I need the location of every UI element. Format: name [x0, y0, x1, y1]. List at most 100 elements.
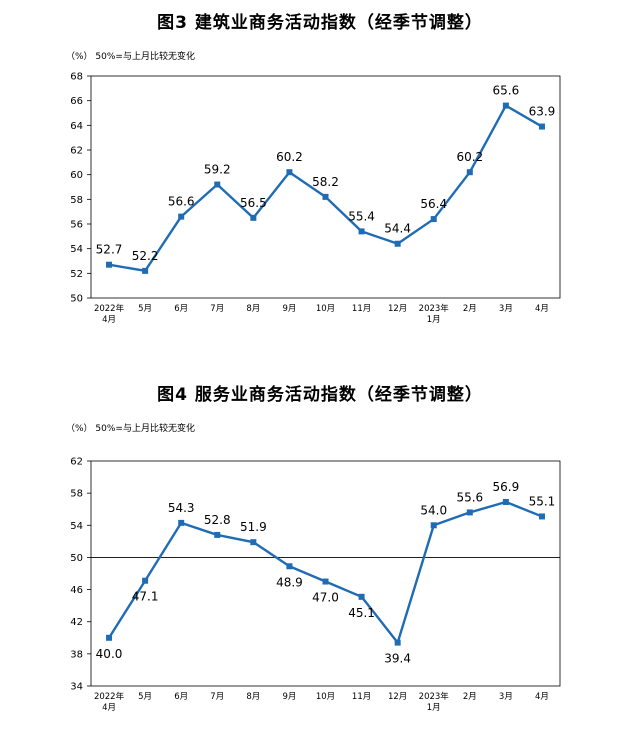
y-tick-label: 58 — [70, 489, 83, 500]
x-tick-label: 7月 — [210, 692, 224, 702]
data-point — [466, 509, 473, 516]
data-point — [502, 102, 509, 109]
x-tick-label: 4月 — [535, 692, 549, 702]
data-label: 60.2 — [456, 150, 483, 164]
x-tick-label: 2月 — [463, 304, 477, 314]
unit-note: （%） 50%=与上月比较无变化 — [66, 52, 195, 62]
chart-panel-construction: 图3 建筑业商务活动指数（经季节调整） （%） 50%=与上月比较无变化 50 5… — [66, 13, 561, 325]
data-label: 52.7 — [96, 243, 123, 257]
x-tick-label: 12月 — [388, 304, 407, 314]
x-tick-label: 10月 — [316, 304, 335, 314]
data-label: 63.9 — [529, 105, 556, 119]
y-tick-label: 52 — [70, 269, 83, 280]
x-tick-label: 2月 — [463, 692, 477, 702]
x-tick-label: 5月 — [138, 304, 152, 314]
data-label: 51.9 — [240, 520, 267, 534]
data-point — [214, 181, 221, 188]
data-label: 48.9 — [276, 575, 303, 589]
data-label: 39.4 — [384, 652, 411, 666]
data-point — [394, 240, 401, 247]
data-label: 47.0 — [312, 591, 339, 605]
data-label: 52.8 — [204, 513, 231, 527]
data-point — [538, 513, 545, 520]
data-point — [502, 498, 509, 505]
data-label: 56.4 — [420, 197, 447, 211]
x-tick-label: 2022年 — [94, 691, 125, 702]
x-tick-label: 3月 — [499, 304, 513, 314]
y-tick-label: 34 — [70, 682, 83, 693]
x-tick-label: 6月 — [174, 304, 188, 314]
y-tick-label: 60 — [70, 170, 83, 181]
x-tick-label: 1月 — [427, 703, 441, 713]
plot-frame — [90, 75, 561, 299]
y-tick-label: 62 — [70, 457, 83, 468]
data-point — [430, 522, 437, 529]
data-point — [286, 563, 293, 570]
data-point — [538, 123, 545, 130]
x-tick-label: 3月 — [499, 692, 513, 702]
x-tick-label: 6月 — [174, 692, 188, 702]
data-point — [106, 261, 113, 268]
series-line — [108, 500, 543, 644]
y-tick-label: 56 — [70, 220, 83, 231]
data-point — [142, 267, 149, 274]
data-point — [358, 228, 365, 235]
y-tick-label: 50 — [70, 553, 83, 564]
data-point — [250, 539, 257, 546]
y-tick-label: 54 — [70, 244, 83, 255]
data-label: 54.3 — [168, 501, 195, 515]
data-label: 54.0 — [420, 503, 447, 517]
data-point — [358, 593, 365, 600]
data-label: 56.6 — [168, 195, 195, 209]
x-tick-label: 12月 — [388, 692, 407, 702]
y-tick-label: 66 — [70, 96, 83, 107]
data-label: 55.6 — [456, 490, 483, 504]
plot-frame — [90, 460, 561, 687]
x-tick-label: 11月 — [352, 304, 371, 314]
y-tick-label: 54 — [70, 521, 83, 532]
data-point — [214, 531, 221, 538]
data-label: 47.1 — [132, 590, 159, 604]
data-point — [430, 216, 437, 223]
y-tick-label: 50 — [70, 294, 83, 305]
x-tick-label: 11月 — [352, 692, 371, 702]
data-label: 52.2 — [132, 249, 159, 263]
y-tick-label: 38 — [70, 649, 83, 660]
data-point — [394, 639, 401, 646]
data-point — [178, 519, 185, 526]
chart-panel-services: 图4 服务业商务活动指数（经季节调整） （%） 50%=与上月比较无变化 34 3… — [0, 372, 640, 743]
data-label: 58.2 — [312, 175, 339, 189]
data-label: 56.9 — [493, 480, 520, 494]
x-tick-label: 2023年 — [419, 303, 450, 314]
data-label: 40.0 — [96, 647, 123, 661]
y-tick-label: 64 — [70, 121, 83, 132]
x-tick-label: 4月 — [535, 304, 549, 314]
data-label: 60.2 — [276, 150, 303, 164]
x-tick-label: 8月 — [246, 304, 260, 314]
data-point — [250, 214, 257, 221]
data-label: 56.5 — [240, 196, 267, 210]
y-tick-label: 62 — [70, 146, 83, 157]
x-tick-label: 1月 — [427, 315, 441, 325]
data-point — [322, 578, 329, 585]
data-point — [178, 213, 185, 220]
data-label: 59.2 — [204, 163, 231, 177]
y-tick-label: 42 — [70, 617, 83, 628]
x-tick-label: 9月 — [282, 692, 296, 702]
x-tick-label: 5月 — [138, 692, 152, 702]
x-tick-label: 2022年 — [94, 303, 125, 314]
data-point — [286, 169, 293, 176]
x-tick-label: 2023年 — [419, 691, 450, 702]
data-label: 55.4 — [348, 209, 375, 223]
data-point — [142, 577, 149, 584]
data-label: 65.6 — [493, 84, 520, 98]
y-tick-label: 68 — [70, 72, 83, 83]
data-point — [466, 169, 473, 176]
chart-title: 图3 建筑业商务活动指数（经季节调整） — [157, 13, 483, 33]
data-point — [106, 634, 113, 641]
x-tick-label: 10月 — [316, 692, 335, 702]
data-label: 55.1 — [529, 494, 556, 508]
x-tick-label: 4月 — [102, 703, 116, 713]
